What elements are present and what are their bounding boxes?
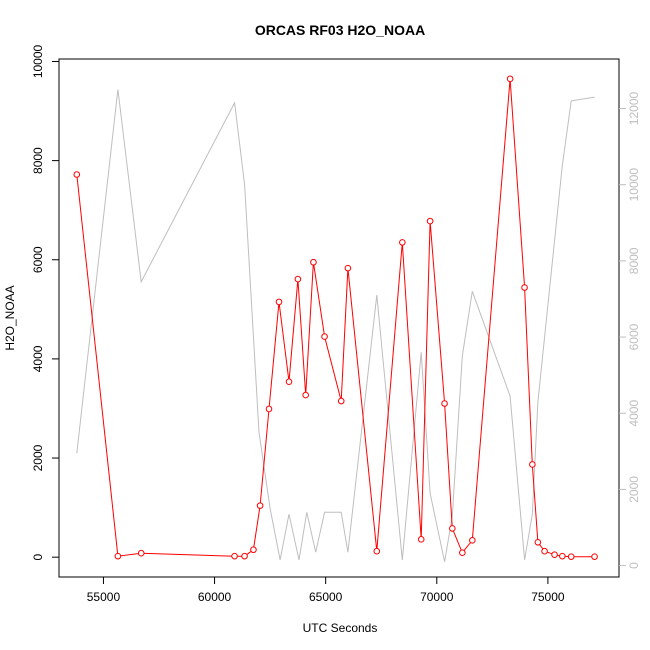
data-point [373,547,381,555]
x-axis-label: UTC Seconds [303,621,378,635]
data-point [231,552,238,560]
data-point [310,258,317,266]
x-tick-label: 65000 [309,590,343,604]
data-point [426,217,434,225]
y2-tick-label: 12000 [627,92,641,126]
y-tick-label: 6000 [31,246,45,273]
data-point [321,333,328,340]
y2-tick-label: 10000 [627,168,641,202]
data-point [529,461,536,468]
y2-tick-label: 2000 [627,476,641,503]
data-point [294,275,302,283]
y-tick-label: 4000 [31,345,45,372]
data-point [275,298,283,306]
series-right [76,89,595,562]
data-point [285,378,293,385]
data-point [534,539,542,546]
y2-tick-label: 6000 [627,323,641,350]
y-tick-label: 2000 [31,444,45,471]
data-point [73,171,81,178]
data-point [559,552,566,560]
y-tick-label: 0 [31,554,45,561]
data-point [521,284,528,291]
data-point [344,264,352,272]
y-tick-label: 10000 [31,44,45,78]
x-tick-label: 75000 [531,590,565,604]
data-point [591,553,598,560]
data-point [241,552,248,560]
data-point [551,551,558,558]
data-point [302,391,309,399]
plot-frame [58,58,620,578]
x-tick-label: 70000 [420,590,454,604]
data-point [541,547,548,555]
chart-title: ORCAS RF03 H2O_NOAA [255,22,425,38]
y2-tick-label: 0 [627,562,641,569]
data-point [399,239,406,246]
y-tick-label: 8000 [31,147,45,174]
series-line-right [76,89,595,562]
data-point [337,397,345,405]
y-axis-right: 0 2000 4000 6000 8000 10000 12000 [619,92,641,569]
data-point [567,553,575,560]
data-point [137,549,145,557]
data-point [417,536,425,543]
data-point [459,549,466,557]
data-point [265,405,273,413]
data-point [469,537,476,544]
y2-tick-label: 4000 [627,400,641,427]
data-point [256,502,264,509]
data-point [506,75,514,83]
data-point [449,525,456,532]
data-point [441,400,448,407]
y2-tick-label: 8000 [627,247,641,274]
x-tick-label: 55000 [87,590,121,604]
series-left [73,75,598,560]
x-axis: 55000 60000 65000 70000 75000 [87,577,565,604]
data-point [114,552,122,560]
y-axis-label: H2O_NOAA [3,285,17,350]
y-axis-left: 0 2000 4000 6000 8000 10000 [31,44,59,561]
x-tick-label: 60000 [198,590,232,604]
series-line-left [76,78,595,558]
data-point [250,546,257,554]
